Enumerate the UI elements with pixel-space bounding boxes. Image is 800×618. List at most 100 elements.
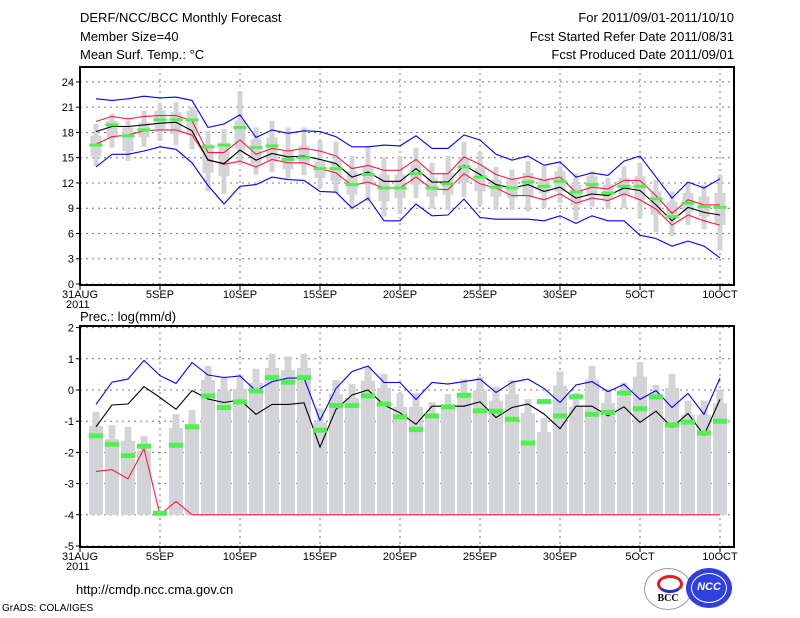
bcc-logo: BCC: [644, 568, 692, 610]
clim-box: [650, 191, 662, 215]
observed-mark: [217, 143, 231, 147]
temp-ytick-label: 24: [62, 77, 74, 89]
clim-box: [170, 112, 182, 135]
observed-mark: [537, 399, 551, 405]
max-line: [95, 359, 721, 422]
observed-mark: [553, 413, 567, 419]
observed-mark: [153, 510, 167, 516]
observed-mark: [137, 443, 151, 449]
observed-mark: [121, 134, 135, 138]
precip-xtick-label: 25SEP: [463, 551, 497, 563]
precip-xtick-label: 15SEP: [303, 551, 337, 563]
observed-mark: [409, 172, 423, 176]
clim-box: [250, 139, 262, 165]
observed-mark: [345, 403, 359, 409]
clim-bar: [265, 367, 279, 515]
observed-mark: [505, 416, 519, 422]
clim-box: [666, 201, 678, 219]
observed-mark: [265, 144, 279, 148]
temp-xtick-label: 31AUG: [62, 289, 98, 301]
observed-mark: [89, 143, 103, 147]
observed-mark: [153, 118, 167, 122]
clim-box: [586, 176, 598, 197]
clim-bar: [345, 398, 359, 515]
precip-ytick-label: 1: [68, 354, 74, 366]
clim-bar: [569, 406, 583, 515]
clim-bar: [425, 416, 439, 515]
observed-mark: [345, 183, 359, 187]
clim-bar: [601, 403, 615, 515]
observed-mark: [393, 186, 407, 190]
clim-bar: [697, 414, 711, 515]
observed-mark: [441, 182, 455, 186]
observed-mark: [617, 390, 631, 396]
mean-line: [95, 121, 721, 222]
ncc-logo: NCC: [686, 568, 732, 608]
clim-box: [458, 157, 470, 183]
clim-box: [346, 171, 358, 195]
clim-bar: [89, 425, 103, 515]
observed-mark: [201, 145, 215, 149]
observed-mark: [313, 167, 327, 171]
clim-box: [218, 142, 230, 177]
observed-mark: [665, 422, 679, 428]
observed-mark: [665, 215, 679, 219]
precip-xtick-label: 5OCT: [625, 551, 655, 563]
clim-bar: [137, 450, 151, 515]
clim-box: [234, 120, 246, 150]
observed-mark: [601, 409, 615, 415]
clim-bar: [169, 428, 183, 515]
clim-bar: [489, 400, 503, 515]
clim-box: [714, 193, 726, 226]
observed-mark: [473, 408, 487, 414]
observed-mark: [713, 205, 727, 209]
observed-mark: [329, 167, 343, 171]
clim-bar: [665, 387, 679, 515]
footer-url[interactable]: http://cmdp.ncc.cma.gov.cn: [76, 582, 234, 597]
clim-box: [106, 120, 118, 138]
observed-mark: [377, 401, 391, 407]
clim-box: [570, 184, 582, 205]
observed-mark: [313, 427, 327, 433]
observed-mark: [233, 125, 247, 129]
lower-line: [95, 129, 721, 226]
clim-bar: [409, 406, 423, 515]
observed-mark: [217, 404, 231, 410]
temp-ytick-label: 15: [62, 153, 74, 165]
observed-mark: [425, 413, 439, 419]
observed-mark: [169, 442, 183, 448]
temp-year-label: 2011: [66, 299, 90, 311]
observed-mark: [393, 414, 407, 420]
observed-mark: [569, 394, 583, 400]
max-line: [95, 95, 721, 199]
min-line: [95, 447, 720, 516]
observed-mark: [537, 184, 551, 188]
clim-bar: [185, 424, 199, 515]
temp-xtick-label: 5OCT: [625, 289, 655, 301]
temp-ytick-label: 3: [68, 254, 74, 266]
observed-mark: [553, 179, 567, 183]
variable-label: Mean Surf. Temp.: °C: [80, 47, 205, 62]
observed-mark: [697, 430, 711, 436]
precip-xtick-label: 10SEP: [223, 551, 257, 563]
observed-mark: [649, 197, 663, 201]
clim-bar: [681, 414, 695, 515]
observed-mark: [185, 424, 199, 430]
temp-ytick-label: 6: [68, 228, 74, 240]
observed-mark: [521, 180, 535, 184]
precip-ytick-label: -2: [64, 447, 74, 459]
clim-box: [122, 127, 134, 151]
precip-xtick-label: 31AUG: [62, 551, 98, 563]
observed-mark: [185, 118, 199, 122]
precip-ytick-label: -3: [64, 479, 74, 491]
observed-mark: [489, 408, 503, 414]
member-size: Member Size=40: [80, 29, 179, 44]
clim-bar: [537, 432, 551, 515]
observed-mark: [233, 399, 247, 405]
precip-ytick-label: -5: [64, 541, 74, 553]
observed-mark: [473, 175, 487, 179]
clim-bar: [249, 382, 263, 515]
observed-mark: [249, 388, 263, 394]
observed-mark: [121, 453, 135, 459]
clim-bar: [713, 403, 727, 515]
